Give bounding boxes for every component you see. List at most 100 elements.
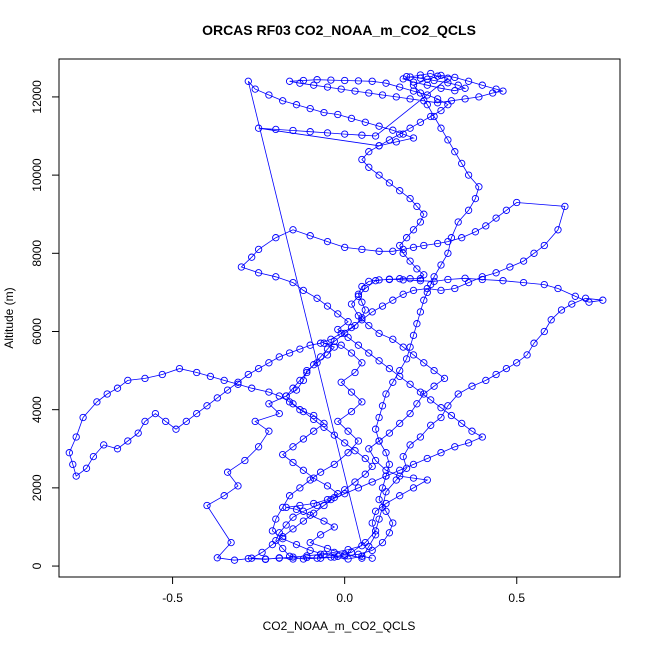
data-point (368, 462, 376, 471)
data-point (458, 419, 466, 428)
data-point (320, 517, 328, 525)
data-point (306, 476, 314, 484)
data-point (396, 472, 404, 480)
data-point (468, 382, 476, 390)
data-point (427, 421, 435, 429)
data-point (385, 460, 394, 469)
data-point (392, 138, 400, 146)
data-point (193, 409, 201, 418)
data-point (272, 273, 280, 281)
data-point (248, 253, 256, 261)
data-point (347, 300, 356, 308)
data-point (365, 277, 373, 286)
data-point (409, 474, 418, 482)
data-point (358, 282, 366, 291)
data-point (265, 388, 273, 396)
data-point (378, 402, 387, 410)
data-point (292, 101, 301, 109)
data-point (461, 274, 469, 282)
data-point (406, 73, 414, 81)
data-point (402, 464, 411, 472)
data-point (409, 484, 418, 492)
data-point (244, 77, 252, 85)
data-point (320, 550, 328, 558)
x-axis-label: CO2_NOAA_m_CO2_QCLS (263, 619, 416, 633)
data-point (385, 275, 394, 284)
data-point (389, 296, 397, 304)
data-point (385, 429, 394, 437)
data-point (406, 441, 414, 449)
data-point (289, 226, 297, 234)
data-point (375, 329, 383, 338)
data-point (409, 243, 418, 252)
data-point (399, 276, 407, 284)
data-point (492, 214, 500, 222)
data-point (310, 81, 318, 89)
data-point (285, 552, 294, 560)
data-point (423, 288, 431, 297)
data-point (433, 95, 442, 103)
data-point (341, 130, 349, 138)
data-point (371, 531, 380, 539)
data-point (330, 337, 338, 345)
data-point (258, 548, 266, 557)
data-point (358, 155, 366, 164)
data-point (65, 449, 73, 457)
data-point (223, 468, 232, 476)
data-point (385, 529, 394, 537)
data-point (437, 286, 445, 295)
data-point (272, 234, 280, 242)
data-point (330, 548, 338, 557)
data-point (285, 349, 294, 357)
data-point (347, 114, 356, 123)
data-point (375, 247, 383, 255)
data-point (406, 275, 414, 283)
data-point (337, 378, 345, 386)
data-point (113, 384, 122, 392)
data-point (299, 507, 308, 515)
data-point (268, 527, 277, 535)
data-point (389, 378, 397, 386)
data-point (330, 431, 338, 439)
data-point (337, 341, 345, 349)
data-point (471, 228, 480, 236)
data-point (265, 91, 273, 99)
y-axis-label: Altitude (m) (2, 287, 16, 348)
data-point (272, 515, 280, 523)
data-point (306, 538, 314, 547)
data-point (341, 76, 349, 85)
data-point (299, 435, 308, 443)
data-point (79, 413, 87, 422)
data-point (69, 460, 77, 469)
data-point (310, 411, 318, 420)
data-point (316, 339, 325, 347)
data-point (89, 452, 98, 461)
data-point (437, 404, 445, 412)
data-point (406, 124, 414, 132)
plot-frame (58, 58, 621, 578)
data-point (279, 544, 287, 553)
data-point (358, 298, 366, 306)
data-point (341, 439, 349, 447)
data-point (454, 390, 462, 398)
data-point (371, 425, 380, 433)
y-tick-label: 2000 (30, 474, 44, 501)
data-point (409, 460, 418, 469)
data-point (371, 132, 380, 140)
data-point (354, 437, 363, 445)
data-point (347, 388, 356, 396)
data-point (323, 345, 332, 353)
data-point (447, 411, 456, 420)
data-point (396, 241, 404, 250)
data-point (396, 83, 404, 91)
data-point (334, 310, 342, 318)
data-point (468, 427, 476, 435)
data-point (299, 407, 308, 416)
data-point (385, 136, 394, 144)
data-point (499, 277, 507, 285)
data-point (254, 245, 263, 254)
data-point (492, 269, 500, 277)
data-point (437, 106, 445, 115)
data-point (299, 517, 308, 525)
